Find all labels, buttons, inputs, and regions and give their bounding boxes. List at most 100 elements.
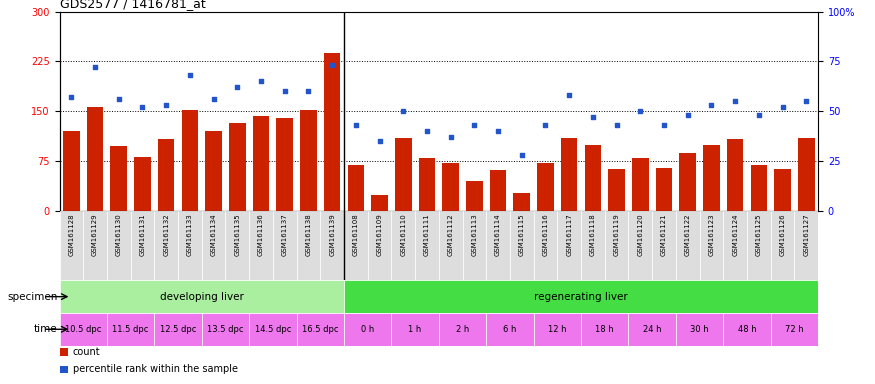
Text: developing liver: developing liver xyxy=(160,291,243,302)
Point xyxy=(775,104,789,111)
Text: 2 h: 2 h xyxy=(456,325,469,334)
Bar xyxy=(60,313,107,346)
Text: GSM161125: GSM161125 xyxy=(756,213,762,256)
Bar xyxy=(584,145,601,211)
Text: 10.5 dpc: 10.5 dpc xyxy=(65,325,102,334)
Bar xyxy=(439,211,463,280)
Text: GSM161121: GSM161121 xyxy=(661,213,667,256)
Text: 12.5 dpc: 12.5 dpc xyxy=(160,325,196,334)
Bar xyxy=(652,211,676,280)
Bar xyxy=(794,211,818,280)
Text: 48 h: 48 h xyxy=(738,325,756,334)
Text: 6 h: 6 h xyxy=(503,325,516,334)
Point xyxy=(538,122,552,128)
Text: 12 h: 12 h xyxy=(548,325,567,334)
Bar xyxy=(443,162,459,211)
Text: GSM161126: GSM161126 xyxy=(780,213,786,256)
Bar xyxy=(439,313,487,346)
Bar xyxy=(182,110,198,211)
Text: GSM161117: GSM161117 xyxy=(566,213,572,256)
Point xyxy=(183,72,197,78)
Point xyxy=(65,94,79,101)
Bar xyxy=(415,211,439,280)
Bar xyxy=(110,146,127,211)
Text: GSM161118: GSM161118 xyxy=(590,213,596,256)
Bar xyxy=(534,211,557,280)
Text: 16.5 dpc: 16.5 dpc xyxy=(302,325,339,334)
Point xyxy=(563,92,577,98)
Bar xyxy=(347,165,364,211)
Text: regenerating liver: regenerating liver xyxy=(534,291,628,302)
Bar xyxy=(297,211,320,280)
Text: GSM161137: GSM161137 xyxy=(282,213,288,256)
Text: GSM161128: GSM161128 xyxy=(68,213,74,256)
Bar xyxy=(724,211,747,280)
Bar xyxy=(297,313,344,346)
Text: GSM161109: GSM161109 xyxy=(376,213,382,256)
Bar xyxy=(300,110,317,211)
Text: 1 h: 1 h xyxy=(409,325,422,334)
Text: GSM161138: GSM161138 xyxy=(305,213,312,256)
Bar xyxy=(249,211,273,280)
Bar xyxy=(273,211,297,280)
Bar xyxy=(391,313,439,346)
Bar xyxy=(320,211,344,280)
Point xyxy=(799,98,813,104)
Bar xyxy=(514,193,530,211)
Text: 0 h: 0 h xyxy=(361,325,374,334)
Point xyxy=(657,122,671,128)
Point xyxy=(206,96,220,103)
Bar xyxy=(771,313,818,346)
Point xyxy=(373,138,387,144)
Point xyxy=(230,84,244,91)
Point xyxy=(420,128,434,134)
Bar xyxy=(724,313,771,346)
Text: percentile rank within the sample: percentile rank within the sample xyxy=(73,364,238,374)
Bar xyxy=(680,152,696,211)
Bar xyxy=(87,107,103,211)
Bar xyxy=(774,169,791,211)
Bar xyxy=(134,157,150,211)
Bar xyxy=(206,131,222,211)
Bar xyxy=(158,139,174,211)
Point xyxy=(159,102,173,108)
Bar xyxy=(344,211,368,280)
Bar xyxy=(771,211,794,280)
Bar xyxy=(561,138,578,211)
Bar xyxy=(463,211,486,280)
Text: GSM161119: GSM161119 xyxy=(613,213,620,256)
Text: 11.5 dpc: 11.5 dpc xyxy=(112,325,149,334)
Bar xyxy=(557,211,581,280)
Text: GSM161123: GSM161123 xyxy=(709,213,715,256)
Point xyxy=(752,112,766,118)
Text: 18 h: 18 h xyxy=(596,325,614,334)
Text: GSM161124: GSM161124 xyxy=(732,213,738,256)
Bar xyxy=(605,211,628,280)
Text: count: count xyxy=(73,347,101,357)
Bar xyxy=(581,211,605,280)
Text: GSM161115: GSM161115 xyxy=(519,213,525,256)
Text: 72 h: 72 h xyxy=(785,325,804,334)
Bar xyxy=(226,211,249,280)
Bar xyxy=(63,131,80,211)
Bar xyxy=(676,211,700,280)
Bar xyxy=(249,313,297,346)
Point xyxy=(704,102,718,108)
Bar xyxy=(466,181,483,211)
Bar xyxy=(202,211,226,280)
Point xyxy=(88,65,102,71)
Text: 30 h: 30 h xyxy=(690,325,709,334)
Bar xyxy=(747,211,771,280)
Point xyxy=(681,112,695,118)
Text: GSM161130: GSM161130 xyxy=(116,213,122,256)
Text: time: time xyxy=(34,324,58,334)
Bar xyxy=(202,313,249,346)
Bar xyxy=(676,313,724,346)
Bar xyxy=(229,122,246,211)
Point xyxy=(254,78,268,84)
Text: GSM161114: GSM161114 xyxy=(495,213,501,256)
Text: GDS2577 / 1416781_at: GDS2577 / 1416781_at xyxy=(60,0,206,10)
Text: 24 h: 24 h xyxy=(643,325,662,334)
Text: GSM161136: GSM161136 xyxy=(258,213,264,256)
Bar xyxy=(490,170,507,211)
